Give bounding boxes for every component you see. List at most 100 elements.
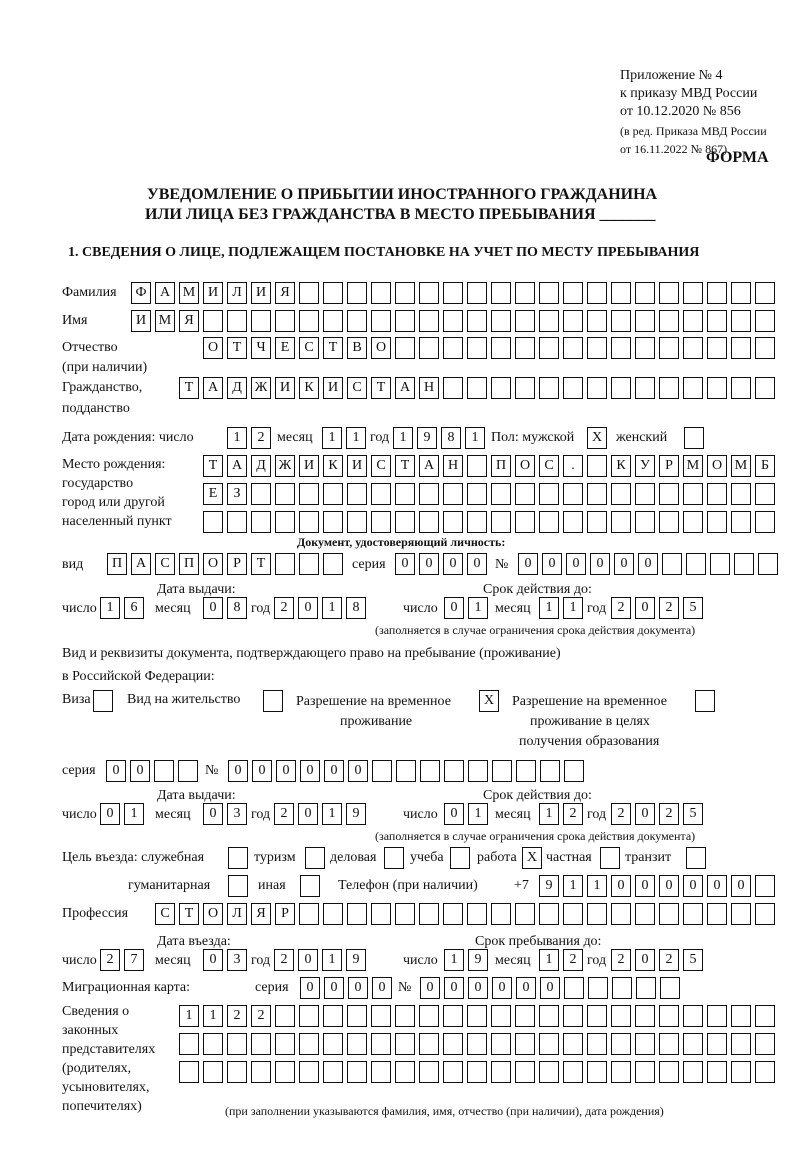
char-cell[interactable] xyxy=(587,377,607,399)
char-cell[interactable]: 0 xyxy=(635,803,655,825)
char-cell[interactable]: И xyxy=(203,282,223,304)
char-cell[interactable] xyxy=(299,483,319,505)
char-cell[interactable] xyxy=(659,337,679,359)
char-cell[interactable] xyxy=(659,1061,679,1083)
char-cell[interactable]: С xyxy=(299,337,319,359)
char-cell[interactable] xyxy=(707,1061,727,1083)
char-cell[interactable] xyxy=(587,1005,607,1027)
char-cell[interactable] xyxy=(178,760,198,782)
char-cell[interactable] xyxy=(587,903,607,925)
char-cell[interactable]: И xyxy=(275,377,295,399)
char-cell[interactable] xyxy=(635,1005,655,1027)
char-cell[interactable]: А xyxy=(227,455,247,477)
char-cell[interactable] xyxy=(587,511,607,533)
char-cell[interactable]: 9 xyxy=(346,949,366,971)
char-cell[interactable]: 0 xyxy=(516,977,536,999)
char-cell[interactable] xyxy=(323,483,343,505)
char-cell[interactable]: 1 xyxy=(227,427,247,449)
char-cell[interactable]: 2 xyxy=(611,597,631,619)
checkbox-cell[interactable]: X xyxy=(522,847,542,869)
char-cell[interactable]: 1 xyxy=(468,803,488,825)
char-cell[interactable] xyxy=(755,377,775,399)
char-cell[interactable] xyxy=(683,337,703,359)
char-cell[interactable] xyxy=(755,875,775,897)
char-cell[interactable]: 1 xyxy=(563,597,583,619)
char-cell[interactable]: Л xyxy=(227,282,247,304)
char-cell[interactable]: 2 xyxy=(251,427,271,449)
char-cell[interactable] xyxy=(515,310,535,332)
char-cell[interactable]: 3 xyxy=(227,949,247,971)
char-cell[interactable] xyxy=(611,903,631,925)
char-cell[interactable] xyxy=(731,511,751,533)
char-cell[interactable]: 9 xyxy=(417,427,437,449)
char-cell[interactable] xyxy=(755,511,775,533)
char-cell[interactable] xyxy=(731,1033,751,1055)
char-cell[interactable] xyxy=(347,903,367,925)
checkbox-cell[interactable] xyxy=(686,847,706,869)
char-cell[interactable]: 0 xyxy=(492,977,512,999)
char-cell[interactable] xyxy=(251,1061,271,1083)
char-cell[interactable] xyxy=(491,511,511,533)
char-cell[interactable]: 0 xyxy=(300,760,320,782)
char-cell[interactable]: 1 xyxy=(179,1005,199,1027)
char-cell[interactable] xyxy=(611,282,631,304)
char-cell[interactable] xyxy=(683,1005,703,1027)
char-cell[interactable] xyxy=(707,282,727,304)
char-cell[interactable] xyxy=(443,1061,463,1083)
char-cell[interactable]: Д xyxy=(227,377,247,399)
char-cell[interactable]: И xyxy=(323,377,343,399)
checkbox-cell[interactable] xyxy=(450,847,470,869)
char-cell[interactable]: 0 xyxy=(683,875,703,897)
char-cell[interactable] xyxy=(611,1005,631,1027)
char-cell[interactable]: 0 xyxy=(420,977,440,999)
char-cell[interactable] xyxy=(395,282,415,304)
char-cell[interactable]: 0 xyxy=(635,949,655,971)
char-cell[interactable]: 0 xyxy=(348,760,368,782)
char-cell[interactable] xyxy=(419,511,439,533)
char-cell[interactable] xyxy=(539,483,559,505)
char-cell[interactable] xyxy=(467,1005,487,1027)
char-cell[interactable]: 2 xyxy=(274,803,294,825)
char-cell[interactable]: 2 xyxy=(100,949,120,971)
char-cell[interactable] xyxy=(275,483,295,505)
char-cell[interactable] xyxy=(515,483,535,505)
char-cell[interactable]: 6 xyxy=(124,597,144,619)
char-cell[interactable] xyxy=(443,483,463,505)
char-cell[interactable]: Я xyxy=(251,903,271,925)
char-cell[interactable]: О xyxy=(203,337,223,359)
char-cell[interactable]: 0 xyxy=(130,760,150,782)
char-cell[interactable]: 0 xyxy=(203,949,223,971)
char-cell[interactable]: Р xyxy=(659,455,679,477)
char-cell[interactable] xyxy=(299,1033,319,1055)
char-cell[interactable] xyxy=(635,377,655,399)
char-cell[interactable] xyxy=(251,511,271,533)
char-cell[interactable] xyxy=(707,903,727,925)
char-cell[interactable]: 0 xyxy=(635,875,655,897)
char-cell[interactable]: Т xyxy=(179,903,199,925)
char-cell[interactable] xyxy=(731,337,751,359)
char-cell[interactable] xyxy=(755,337,775,359)
char-cell[interactable] xyxy=(731,1061,751,1083)
char-cell[interactable] xyxy=(563,1033,583,1055)
char-cell[interactable] xyxy=(539,903,559,925)
char-cell[interactable] xyxy=(492,760,512,782)
char-cell[interactable]: Б xyxy=(755,455,775,477)
char-cell[interactable]: 7 xyxy=(124,949,144,971)
char-cell[interactable] xyxy=(659,1033,679,1055)
char-cell[interactable]: 2 xyxy=(659,597,679,619)
char-cell[interactable]: 0 xyxy=(276,760,296,782)
char-cell[interactable]: Т xyxy=(395,455,415,477)
char-cell[interactable] xyxy=(251,483,271,505)
char-cell[interactable]: 2 xyxy=(611,949,631,971)
char-cell[interactable] xyxy=(587,483,607,505)
char-cell[interactable] xyxy=(179,1033,199,1055)
char-cell[interactable]: 0 xyxy=(467,553,487,575)
char-cell[interactable] xyxy=(467,455,487,477)
char-cell[interactable]: К xyxy=(323,455,343,477)
char-cell[interactable]: В xyxy=(347,337,367,359)
char-cell[interactable]: Я xyxy=(275,282,295,304)
char-cell[interactable] xyxy=(275,1061,295,1083)
char-cell[interactable]: Ч xyxy=(251,337,271,359)
char-cell[interactable] xyxy=(443,310,463,332)
char-cell[interactable] xyxy=(444,760,464,782)
